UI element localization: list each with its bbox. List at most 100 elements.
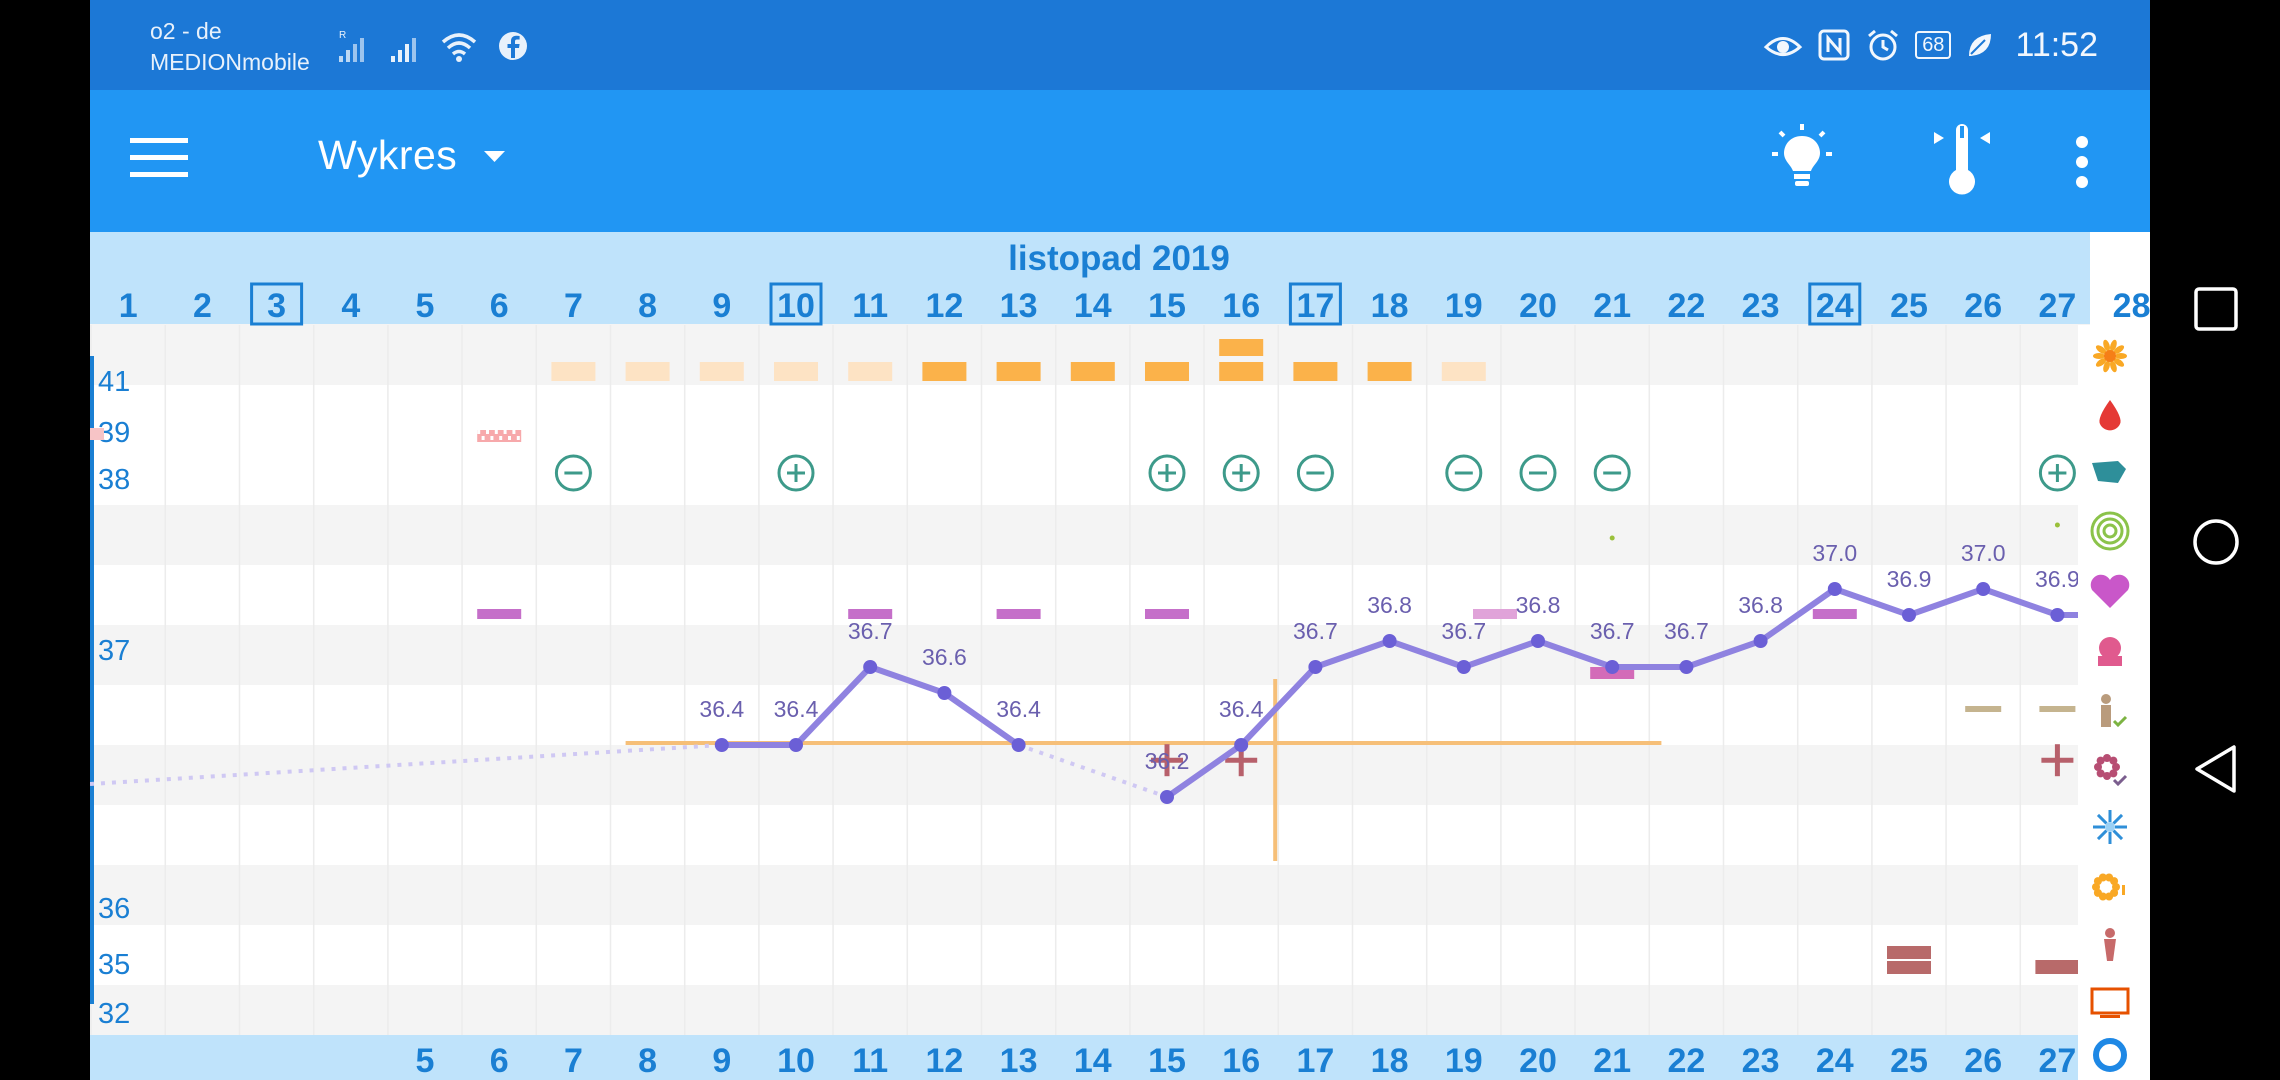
spotting-pattern [481, 436, 485, 440]
intercourse-mark [1812, 609, 1857, 619]
week-start-box [1808, 282, 1862, 326]
temperature-point [1308, 660, 1323, 674]
test-positive-icon [2038, 454, 2076, 492]
home-button[interactable] [2192, 518, 2240, 571]
chart-band [90, 865, 2090, 925]
signal-icon [391, 38, 416, 62]
menu-button[interactable] [130, 136, 188, 185]
date-label: 4 [341, 287, 360, 325]
mucus-bar [1293, 362, 1338, 381]
status-bar: o2 - de MEDIONmobile R [90, 0, 2150, 90]
temperature-label: 36.4 [699, 696, 744, 722]
temperature-point [1679, 660, 1694, 674]
mucus-bar [922, 362, 967, 381]
date-label: 20 [1519, 287, 1557, 325]
temperature-label: 36.7 [1441, 618, 1486, 644]
temperature-label: 36.2 [1145, 748, 1190, 774]
cervix-position-icon [2090, 511, 2130, 551]
cycle-day-label: 19 [1445, 1042, 1483, 1080]
intercourse-mark [848, 609, 893, 619]
spotting-pattern [499, 436, 503, 440]
svg-text:R: R [339, 30, 346, 41]
recent-apps-button[interactable] [2194, 287, 2238, 336]
back-icon [2195, 745, 2236, 793]
date-label: 5 [416, 287, 435, 325]
mucus-bar [848, 362, 893, 381]
mucus-bar [774, 362, 818, 381]
petal [2096, 756, 2105, 765]
person-icon [2104, 928, 2116, 961]
test-shape [2092, 461, 2126, 483]
temperature-label: 36.8 [1738, 592, 1783, 618]
bleeding-drop-icon [2099, 400, 2121, 431]
more-options-button[interactable] [2070, 134, 2094, 195]
axis-label: 38 [98, 464, 130, 496]
date-label: 16 [1222, 287, 1260, 325]
cycle-day-label: 12 [925, 1042, 963, 1080]
test-negative-icon [1519, 454, 1557, 492]
date-label: 8 [638, 287, 657, 325]
back-button[interactable] [2194, 744, 2238, 799]
temperature-point [1976, 582, 1991, 596]
more-vert-icon [2076, 136, 2088, 188]
month-label: listopad 2019 [1008, 239, 1230, 278]
ring [2096, 517, 2124, 545]
cycle-day-label: 11 [852, 1042, 888, 1080]
spotting-pattern [477, 430, 481, 434]
feeling-icon [2098, 637, 2122, 666]
petal [2110, 877, 2119, 886]
cycle-day-label: 24 [1816, 1042, 1854, 1080]
temperature-label: 36.8 [1367, 592, 1412, 618]
ray [2112, 829, 2124, 841]
mucus-bar [1441, 362, 1486, 381]
stand-shape [2100, 1015, 2120, 1018]
temperature-label: 37.0 [1961, 540, 2006, 566]
cycle-day-label: 18 [1371, 1042, 1409, 1080]
cycle-day-label: 27 [2038, 1042, 2076, 1080]
temperature-point [1234, 738, 1249, 752]
intercourse-mark [477, 609, 522, 619]
app-window: o2 - de MEDIONmobile R [90, 0, 2150, 1080]
date-label: 1 [119, 287, 138, 325]
date-label: 24 [1816, 287, 1854, 325]
axis-label: 36 [98, 893, 130, 925]
test-positive-icon [1148, 454, 1186, 492]
date-label: 6 [490, 287, 509, 325]
cycle-day-label: 25 [1890, 1042, 1928, 1080]
left-axis-bar [90, 356, 94, 1004]
spark-icon [2093, 810, 2127, 844]
chart-band [90, 505, 2090, 565]
date-label: 7 [564, 287, 583, 325]
head-shape [2101, 694, 2111, 704]
cycle-day-label: 10 [777, 1042, 815, 1080]
intercourse-mark [996, 609, 1041, 619]
thermometer-button[interactable] [1930, 120, 1994, 203]
temp-dotted-line [1017, 743, 1168, 799]
test-positive-icon [1222, 454, 1260, 492]
spotting-pattern [490, 436, 494, 440]
spotting-pattern [503, 430, 507, 434]
spotting-pattern [516, 436, 520, 440]
temperature-label: 36.4 [1219, 696, 1264, 722]
temperature-point [1456, 660, 1471, 674]
cycle-day-label: 22 [1667, 1042, 1705, 1080]
view-selector-dropdown[interactable]: Wykres [318, 132, 519, 179]
mucus-bar [1145, 362, 1189, 381]
temperature-point [789, 738, 803, 752]
head-shape [2105, 928, 2115, 938]
temperature-label: 36.9 [2035, 566, 2080, 592]
week-start-box [250, 282, 304, 326]
petal [2112, 763, 2120, 771]
mucus-bar [551, 362, 596, 381]
cycle-day-label: 5 [416, 1042, 435, 1080]
cycle-day-label: 23 [1742, 1042, 1780, 1080]
body-shape [2101, 705, 2111, 727]
mucus-bar [625, 362, 670, 381]
temperature-point [1753, 634, 1768, 648]
chart-band [90, 985, 2090, 1035]
date-label: 14 [1074, 287, 1112, 325]
tips-button[interactable] [1770, 122, 1834, 199]
ovulation-test-icon [2092, 461, 2126, 483]
temperature-point [1382, 634, 1397, 648]
